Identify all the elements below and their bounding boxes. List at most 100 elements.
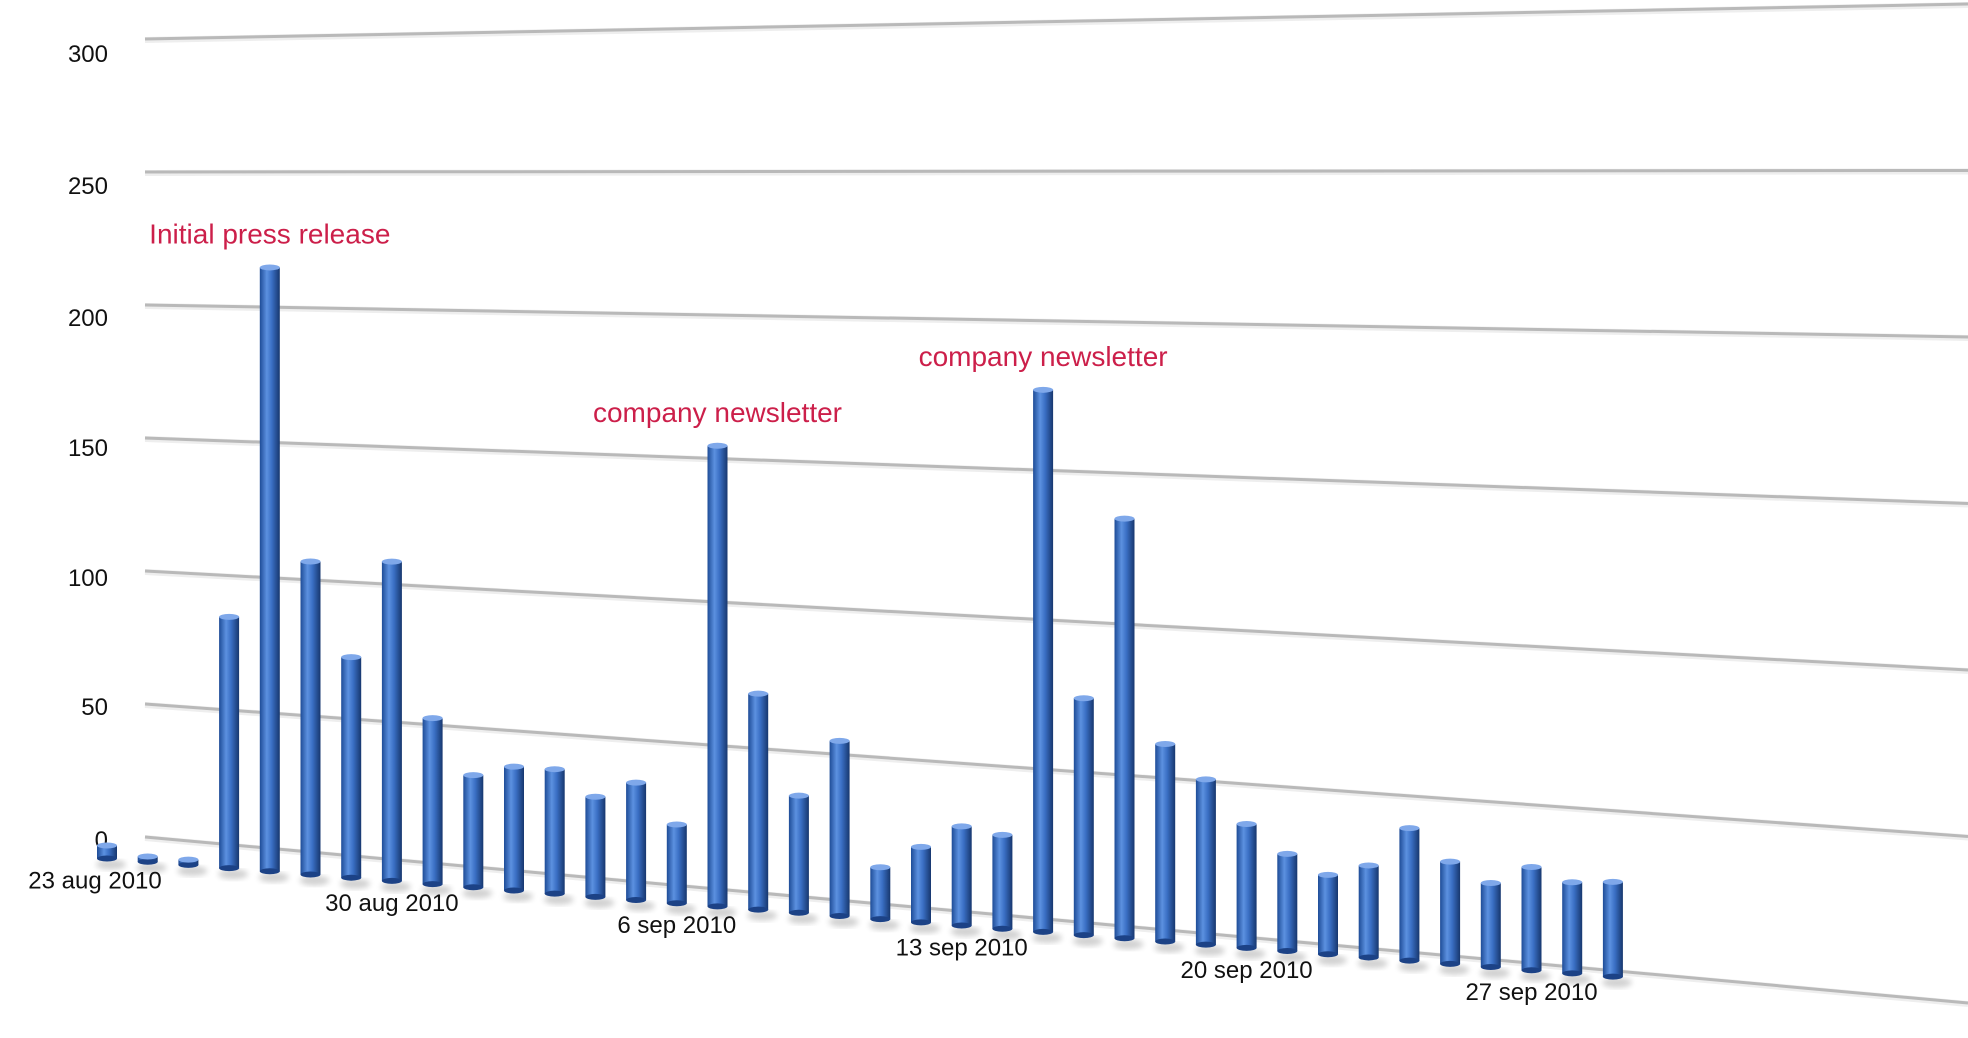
- bar-top: [97, 842, 117, 849]
- bar: [97, 845, 117, 859]
- bar-shadow: [1398, 961, 1429, 972]
- bar-top: [1318, 871, 1338, 878]
- bar: [951, 826, 972, 926]
- bar-top: [585, 793, 606, 800]
- bar-base: [1318, 951, 1338, 958]
- bar-shadow: [747, 910, 778, 921]
- bar-shadow: [503, 891, 533, 902]
- gridline: [144, 569, 1968, 672]
- bar-base: [1562, 970, 1583, 977]
- y-tick-label: 150: [68, 435, 108, 462]
- bar: [1114, 518, 1135, 939]
- bar-base: [626, 897, 647, 904]
- bar-top: [1236, 820, 1257, 827]
- bar-base: [97, 855, 117, 862]
- bar-shadow: [1357, 958, 1388, 969]
- bar: [1480, 882, 1501, 968]
- bar-top: [178, 856, 199, 863]
- bar-base: [1521, 967, 1542, 974]
- bar-shadow: [706, 907, 737, 918]
- bar-shadow: [584, 897, 615, 908]
- bar: [422, 718, 443, 885]
- bar-base: [504, 887, 524, 894]
- bar-top: [1277, 850, 1298, 857]
- bar-top: [1440, 858, 1461, 865]
- bar-top: [341, 654, 362, 661]
- bar-base: [259, 868, 280, 875]
- bar-top: [1358, 862, 1379, 869]
- gridline: [144, 169, 1968, 174]
- bar-base: [178, 861, 199, 868]
- bar-shadow: [991, 929, 1022, 940]
- bar-top: [1480, 879, 1501, 886]
- bar-shadow: [1235, 948, 1266, 959]
- bar-base: [1277, 948, 1298, 955]
- bar-top: [1114, 515, 1135, 522]
- bar: [992, 834, 1013, 929]
- bar-top: [381, 558, 402, 565]
- bar-base: [870, 916, 891, 923]
- bar-base: [1602, 973, 1623, 980]
- bar-base: [585, 893, 606, 900]
- bar-top: [504, 763, 524, 770]
- bar-shadow: [1113, 939, 1144, 950]
- annotation-label: company newsletter: [593, 397, 842, 428]
- bar: [829, 740, 850, 916]
- annotations: Initial press release company newsletter c…: [149, 218, 1167, 427]
- bar-shadow: [218, 869, 249, 880]
- annotation-label: company newsletter: [919, 341, 1168, 372]
- bar: [381, 561, 402, 881]
- gridlines: [144, 2, 1968, 1007]
- bar-shadow: [910, 923, 940, 934]
- bar-shadow: [299, 875, 330, 886]
- bar-top: [626, 779, 647, 786]
- bar-base: [1440, 960, 1461, 967]
- y-tick-label: 200: [68, 305, 108, 332]
- bar-top: [300, 558, 321, 565]
- bar-base: [463, 884, 484, 891]
- bar-base: [300, 871, 321, 878]
- bar: [870, 867, 891, 920]
- bar: [748, 693, 769, 910]
- bar-top: [1195, 776, 1216, 783]
- bar-top: [748, 690, 769, 697]
- bar-base: [1073, 932, 1094, 939]
- bar-top: [544, 766, 565, 773]
- bar-shadow: [543, 894, 574, 905]
- bar: [1195, 779, 1216, 945]
- bar-shadow: [1439, 964, 1470, 975]
- bar-base: [1358, 954, 1379, 961]
- bar-base: [951, 922, 972, 929]
- bar-top: [788, 792, 809, 799]
- bar: [219, 616, 240, 869]
- bar: [1562, 882, 1583, 974]
- bar: [1318, 874, 1338, 955]
- bar-shadow: [1317, 955, 1347, 966]
- bar: [1358, 865, 1379, 958]
- bar-base: [911, 919, 931, 926]
- bar-base: [544, 890, 565, 897]
- bar: [300, 561, 321, 875]
- bar: [1073, 698, 1094, 936]
- bar-top: [463, 772, 484, 779]
- bar: [1440, 861, 1461, 964]
- bar-top: [137, 853, 158, 860]
- bar: [1399, 828, 1420, 961]
- bar-top: [666, 821, 687, 828]
- bar-base: [1480, 964, 1501, 971]
- bar-shadow: [380, 881, 411, 892]
- bar-shadow: [787, 913, 818, 924]
- bar-top: [1399, 825, 1420, 832]
- bar-shadow: [1154, 942, 1185, 953]
- x-tick-label: 27 sep 2010: [1465, 979, 1597, 1006]
- bar: [1602, 881, 1623, 977]
- bar-shadow: [625, 901, 656, 912]
- bar-shadow: [177, 865, 208, 876]
- bar-shadow: [136, 862, 167, 873]
- bar-shadow: [258, 872, 289, 883]
- bar-top: [219, 613, 240, 620]
- bar-top: [1602, 878, 1623, 885]
- bar-shadow: [1072, 936, 1103, 947]
